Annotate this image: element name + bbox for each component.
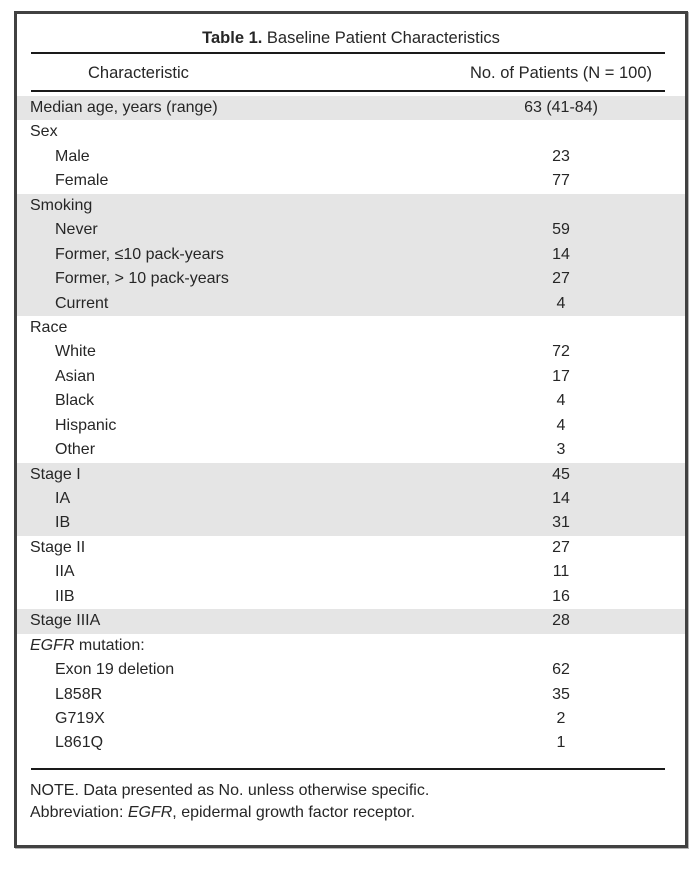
row-value xyxy=(437,316,685,340)
row-value: 16 xyxy=(552,587,570,605)
row-label: EGFR mutation: xyxy=(30,636,145,654)
row-label: G719X xyxy=(55,709,105,727)
row-value: 35 xyxy=(552,685,570,703)
row-label: Race xyxy=(30,318,68,336)
table-row: Current 4 xyxy=(17,291,685,316)
row-value: 4 xyxy=(556,416,566,434)
table-row: Asian 17 xyxy=(17,365,685,389)
abbreviation-prefix: Abbreviation: xyxy=(30,803,128,821)
row-label: White xyxy=(55,343,96,361)
table-row: Other 3 xyxy=(17,438,685,462)
table-row: IA 14 xyxy=(17,487,685,512)
row-label: Stage II xyxy=(30,538,86,556)
row-label: IIB xyxy=(55,587,75,605)
table-row: Male 23 xyxy=(17,145,685,169)
table-row: Median age, years (range) 63 (41-84) xyxy=(17,96,685,121)
row-label: Smoking xyxy=(30,196,93,214)
row-value: 14 xyxy=(552,490,570,507)
table-row: Former, > 10 pack-years 27 xyxy=(17,267,685,292)
table-row: Race xyxy=(17,316,685,340)
row-value: 23 xyxy=(552,147,570,165)
row-value: 11 xyxy=(552,563,570,581)
table-row: L861Q 1 xyxy=(17,731,685,755)
table-row: L858R 35 xyxy=(17,683,685,707)
row-label: Female xyxy=(55,172,109,190)
row-label: IIA xyxy=(55,563,75,581)
table-row: IIB 16 xyxy=(17,585,685,609)
row-value xyxy=(437,634,685,658)
row-label: IA xyxy=(55,490,71,507)
table-row: G719X 2 xyxy=(17,707,685,731)
table-row: Smoking xyxy=(17,193,685,219)
table-row: EGFR mutation: xyxy=(17,634,685,658)
row-value: 4 xyxy=(556,294,566,312)
table-row: Never 59 xyxy=(17,218,685,243)
abbreviation-line: Abbreviation: EGFR, epidermal growth fac… xyxy=(30,802,671,824)
note-line: NOTE. Data presented as No. unless other… xyxy=(30,782,430,799)
row-value: 72 xyxy=(552,343,570,361)
row-label: Median age, years (range) xyxy=(30,99,218,116)
footnote-rule xyxy=(31,768,665,770)
row-label: Black xyxy=(55,392,95,410)
table-row: White 72 xyxy=(17,340,685,364)
title-rule xyxy=(31,52,665,54)
table-row: Black 4 xyxy=(17,389,685,413)
row-value: 4 xyxy=(556,392,566,410)
row-value: 2 xyxy=(556,709,566,727)
row-value: 17 xyxy=(552,367,570,385)
row-value: 31 xyxy=(552,514,570,532)
row-label: Stage I xyxy=(30,465,81,483)
table-row: Hispanic 4 xyxy=(17,414,685,438)
table-row: Stage II 27 xyxy=(17,536,685,560)
row-value: 45 xyxy=(552,465,570,483)
table-body: Median age, years (range) 63 (41-84) Sex… xyxy=(17,96,685,756)
row-label: Other xyxy=(55,441,96,459)
row-value: 62 xyxy=(552,661,570,679)
row-value: 27 xyxy=(552,270,570,288)
column-header-patients: No. of Patients (N = 100) xyxy=(469,64,653,82)
row-label: Male xyxy=(55,147,90,165)
row-value: 1 xyxy=(556,734,566,752)
table-row: Stage IIIA 28 xyxy=(17,609,685,634)
table-row: Sex xyxy=(17,120,685,144)
header-rule xyxy=(31,90,665,92)
table-row: Female 77 xyxy=(17,169,685,193)
row-value: 3 xyxy=(556,441,566,459)
table-row: Former, ≤10 pack-years 14 xyxy=(17,242,685,268)
row-value xyxy=(437,120,685,144)
table1-container: Table 1. Baseline Patient Characteristic… xyxy=(14,11,688,848)
table-number: Table 1. xyxy=(202,29,263,47)
row-label: Stage IIIA xyxy=(30,612,101,630)
row-label: Former, > 10 pack-years xyxy=(55,270,229,288)
abbreviation-gene: EGFR xyxy=(127,803,173,821)
table-row: Stage I 45 xyxy=(17,462,685,487)
table-row: IB 31 xyxy=(17,511,685,536)
row-label: Current xyxy=(55,294,109,312)
table-row: IIA 11 xyxy=(17,560,685,584)
abbreviation-rest: , epidermal growth factor receptor. xyxy=(172,803,416,821)
row-label: Sex xyxy=(30,123,58,141)
row-value: 59 xyxy=(552,221,570,239)
row-value: 77 xyxy=(552,172,570,190)
row-label: L858R xyxy=(55,685,103,703)
row-value: 63 (41-84) xyxy=(524,99,598,116)
row-value: 27 xyxy=(552,538,570,556)
row-label: Asian xyxy=(55,367,96,385)
row-value: 14 xyxy=(552,245,570,263)
row-label: Hispanic xyxy=(55,416,117,434)
row-label: Never xyxy=(55,221,98,239)
table-row: Exon 19 deletion 62 xyxy=(17,658,685,682)
row-label: Exon 19 deletion xyxy=(55,661,175,679)
row-label: IB xyxy=(55,514,71,532)
row-label: L861Q xyxy=(55,734,104,752)
column-header-characteristic: Characteristic xyxy=(88,64,189,82)
row-value xyxy=(437,194,685,218)
table-title-text: Baseline Patient Characteristics xyxy=(262,29,500,47)
column-header-row: Characteristic No. of Patients (N = 100) xyxy=(17,63,685,83)
table-title: Table 1. Baseline Patient Characteristic… xyxy=(17,28,685,48)
row-label: Former, ≤10 pack-years xyxy=(55,245,224,263)
row-value: 28 xyxy=(552,612,570,630)
table-footnotes: NOTE. Data presented as No. unless other… xyxy=(30,780,671,823)
